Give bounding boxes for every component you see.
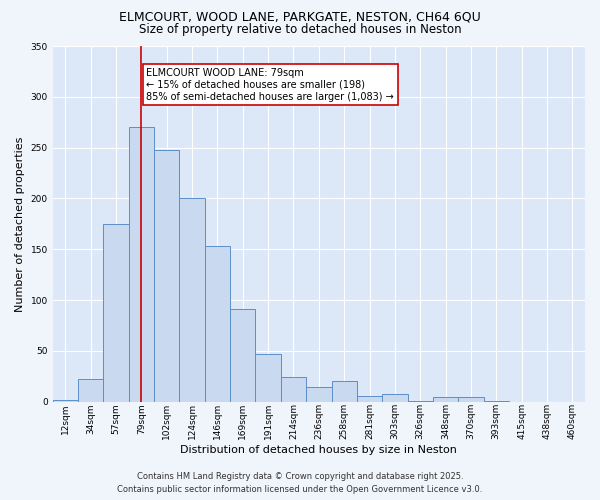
Bar: [484, 400, 509, 402]
Text: Contains HM Land Registry data © Crown copyright and database right 2025.
Contai: Contains HM Land Registry data © Crown c…: [118, 472, 482, 494]
Bar: [357, 396, 382, 402]
Bar: [256, 354, 281, 402]
Bar: [230, 309, 256, 402]
Bar: [129, 128, 154, 402]
Text: Size of property relative to detached houses in Neston: Size of property relative to detached ho…: [139, 22, 461, 36]
Bar: [53, 400, 78, 402]
Bar: [205, 246, 230, 402]
Bar: [154, 150, 179, 402]
Bar: [332, 382, 357, 402]
X-axis label: Distribution of detached houses by size in Neston: Distribution of detached houses by size …: [181, 445, 457, 455]
Bar: [281, 378, 306, 402]
Text: ELMCOURT, WOOD LANE, PARKGATE, NESTON, CH64 6QU: ELMCOURT, WOOD LANE, PARKGATE, NESTON, C…: [119, 11, 481, 24]
Bar: [407, 400, 433, 402]
Text: ELMCOURT WOOD LANE: 79sqm
← 15% of detached houses are smaller (198)
85% of semi: ELMCOURT WOOD LANE: 79sqm ← 15% of detac…: [146, 68, 394, 102]
Bar: [458, 396, 484, 402]
Bar: [382, 394, 407, 402]
Bar: [179, 198, 205, 402]
Bar: [306, 388, 332, 402]
Bar: [433, 396, 458, 402]
Bar: [103, 224, 129, 402]
Bar: [78, 380, 103, 402]
Y-axis label: Number of detached properties: Number of detached properties: [15, 136, 25, 312]
